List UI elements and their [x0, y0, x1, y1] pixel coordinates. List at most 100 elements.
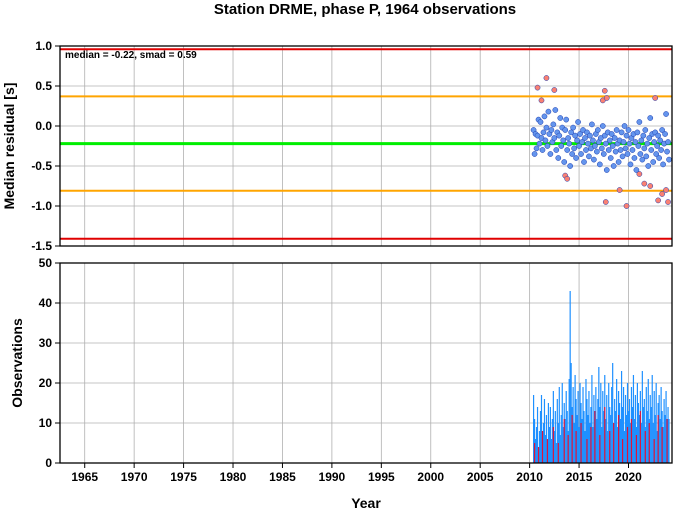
data-point [633, 167, 640, 173]
data-point [655, 132, 662, 139]
data-point [632, 139, 639, 145]
y-tick-label: 40 [39, 296, 53, 310]
data-point [561, 159, 568, 165]
data-point [623, 203, 630, 209]
data-point [550, 121, 557, 128]
data-point [562, 127, 569, 133]
data-point [573, 155, 579, 161]
data-point [605, 147, 612, 153]
residual-annotation: median = -0.22, smad = 0.59 [65, 50, 197, 61]
data-point [579, 139, 585, 145]
year-x-axis-label: Year [351, 495, 381, 511]
data-point [665, 139, 671, 145]
data-point [560, 137, 567, 144]
data-point [625, 127, 632, 133]
data-point [576, 143, 582, 149]
data-point [608, 131, 615, 137]
data-point [572, 132, 578, 139]
data-point [602, 140, 609, 147]
data-point [551, 87, 558, 93]
x-tick-label: 2015 [566, 470, 593, 484]
y-tick-label: 0.0 [35, 119, 52, 133]
observations-y-axis-label: Observations [9, 318, 25, 408]
data-point [637, 151, 644, 157]
data-point [582, 135, 588, 141]
data-point [615, 159, 622, 165]
x-tick-label: 2005 [467, 470, 494, 484]
data-point [555, 155, 562, 161]
y-tick-label: 20 [39, 376, 53, 390]
data-point [538, 97, 545, 104]
observations-panel-frame [59, 262, 673, 464]
x-tick-label: 1980 [220, 470, 247, 484]
data-point [600, 151, 607, 157]
data-point [533, 145, 540, 152]
data-point [537, 119, 544, 125]
data-point [599, 123, 606, 129]
data-point [664, 148, 670, 155]
data-point [641, 180, 648, 187]
data-point [616, 187, 623, 193]
x-tick-label: 1985 [269, 470, 296, 484]
data-point [618, 129, 625, 136]
x-tick-label: 1990 [319, 470, 346, 484]
data-point [544, 143, 551, 149]
data-point [652, 95, 659, 101]
data-point [642, 127, 649, 133]
data-point [623, 132, 630, 139]
data-point [663, 111, 669, 117]
data-point [542, 137, 549, 144]
data-point [612, 148, 619, 155]
data-point [577, 131, 583, 137]
data-point [611, 135, 618, 141]
data-point [534, 84, 541, 91]
data-point [666, 156, 672, 163]
data-point [567, 163, 574, 169]
data-point [647, 115, 654, 121]
data-point [607, 155, 614, 161]
data-point [552, 107, 559, 113]
data-point [629, 147, 636, 153]
data-point [624, 151, 631, 157]
data-point [536, 140, 543, 147]
data-point [564, 175, 571, 182]
data-point [598, 145, 605, 152]
data-point [636, 119, 643, 125]
x-tick-label: 1975 [170, 470, 197, 484]
data-point [568, 129, 575, 136]
data-point [591, 156, 597, 163]
y-tick-label: -1.0 [31, 199, 52, 213]
data-point [651, 139, 658, 145]
data-point [601, 87, 608, 94]
data-point [602, 199, 609, 205]
data-point [647, 183, 654, 189]
observation-bars [532, 291, 670, 463]
data-point [547, 151, 554, 157]
data-point [566, 140, 573, 147]
data-point [654, 143, 661, 149]
data-point [578, 151, 584, 157]
data-point [592, 143, 598, 149]
data-point [648, 147, 655, 153]
data-point [596, 161, 603, 168]
x-tick-label: 2000 [417, 470, 444, 484]
data-point [556, 132, 563, 139]
data-point [571, 145, 577, 152]
data-point [660, 161, 666, 168]
data-point [636, 171, 643, 177]
observations-panel: 0 10 20 30 40 50 1965 1970 1975 1980 1985 1990 1995… [9, 256, 673, 511]
x-tick-label: 1965 [71, 470, 98, 484]
data-point [658, 147, 664, 153]
data-point [620, 139, 627, 145]
x-tick-label: 2010 [516, 470, 543, 484]
x-tick-label: 1970 [121, 470, 148, 484]
data-point [563, 116, 570, 123]
data-point [645, 163, 652, 169]
data-point [650, 159, 657, 165]
data-point [548, 127, 555, 133]
y-tick-label: 50 [39, 256, 53, 270]
data-point [575, 119, 581, 125]
y-tick-label: 30 [39, 336, 53, 350]
chart-title: Station DRME, phase P, 1964 observations [214, 1, 516, 18]
data-point [659, 191, 665, 197]
